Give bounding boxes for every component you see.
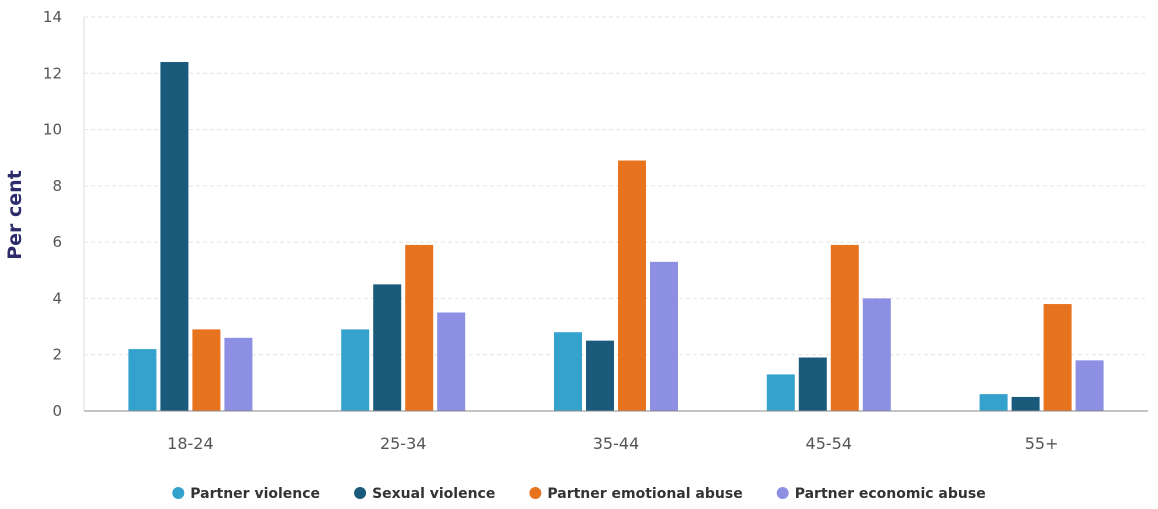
legend-item[interactable]: Partner economic abuse xyxy=(776,486,986,502)
gridlines xyxy=(84,16,1148,356)
y-tick-label: 2 xyxy=(52,346,62,364)
bar[interactable] xyxy=(373,284,402,411)
legend-item[interactable]: Partner violence xyxy=(172,486,320,502)
bar[interactable] xyxy=(341,329,370,411)
bar[interactable] xyxy=(128,349,157,411)
legend-label: Partner emotional abuse xyxy=(547,486,742,502)
bar[interactable] xyxy=(160,62,189,412)
legend-item[interactable]: Sexual violence xyxy=(354,486,495,502)
legend-label: Partner economic abuse xyxy=(795,486,986,502)
axes: 0 2 4 6 8 10 12 14 18-24 25-34 35-44 45-54 55+ xyxy=(43,8,1148,453)
x-tick-label: 35-44 xyxy=(593,434,640,453)
legend-marker xyxy=(529,487,542,499)
x-tick-label: 45-54 xyxy=(806,434,853,453)
bar[interactable] xyxy=(586,340,614,411)
bar[interactable] xyxy=(224,337,253,411)
y-tick-label: 6 xyxy=(52,233,62,251)
legend-marker xyxy=(172,487,185,499)
y-axis-title: Per cent xyxy=(4,170,26,260)
bars xyxy=(128,62,1104,412)
bar[interactable] xyxy=(554,332,582,411)
bar[interactable] xyxy=(862,298,891,411)
y-tick-label: 12 xyxy=(43,64,62,82)
y-tick-label: 10 xyxy=(43,121,62,139)
legend-item[interactable]: Partner emotional abuse xyxy=(529,486,743,502)
y-tick-label: 0 xyxy=(52,402,62,420)
x-tick-label: 25-34 xyxy=(380,434,427,453)
bar[interactable] xyxy=(979,394,1008,411)
bar[interactable] xyxy=(1011,396,1040,411)
bar[interactable] xyxy=(618,160,646,411)
y-tick-label: 4 xyxy=(52,289,62,307)
bar[interactable] xyxy=(830,244,859,411)
legend: Partner violence Sexual violence Partner e… xyxy=(172,486,986,502)
x-tick-label: 18-24 xyxy=(167,434,214,453)
bar[interactable] xyxy=(650,261,678,411)
legend-marker xyxy=(354,487,367,499)
legend-marker xyxy=(776,487,789,499)
bar[interactable] xyxy=(405,244,434,411)
bar[interactable] xyxy=(1043,304,1072,411)
bar[interactable] xyxy=(766,374,795,411)
bar[interactable] xyxy=(798,357,827,411)
y-tick-label: 8 xyxy=(52,177,62,195)
bar[interactable] xyxy=(437,312,466,412)
legend-label: Partner violence xyxy=(190,486,320,502)
bar[interactable] xyxy=(1075,360,1104,411)
x-tick-label: 55+ xyxy=(1025,434,1059,453)
legend-label: Sexual violence xyxy=(372,486,495,502)
bar[interactable] xyxy=(192,329,221,411)
y-tick-label: 14 xyxy=(43,8,62,26)
